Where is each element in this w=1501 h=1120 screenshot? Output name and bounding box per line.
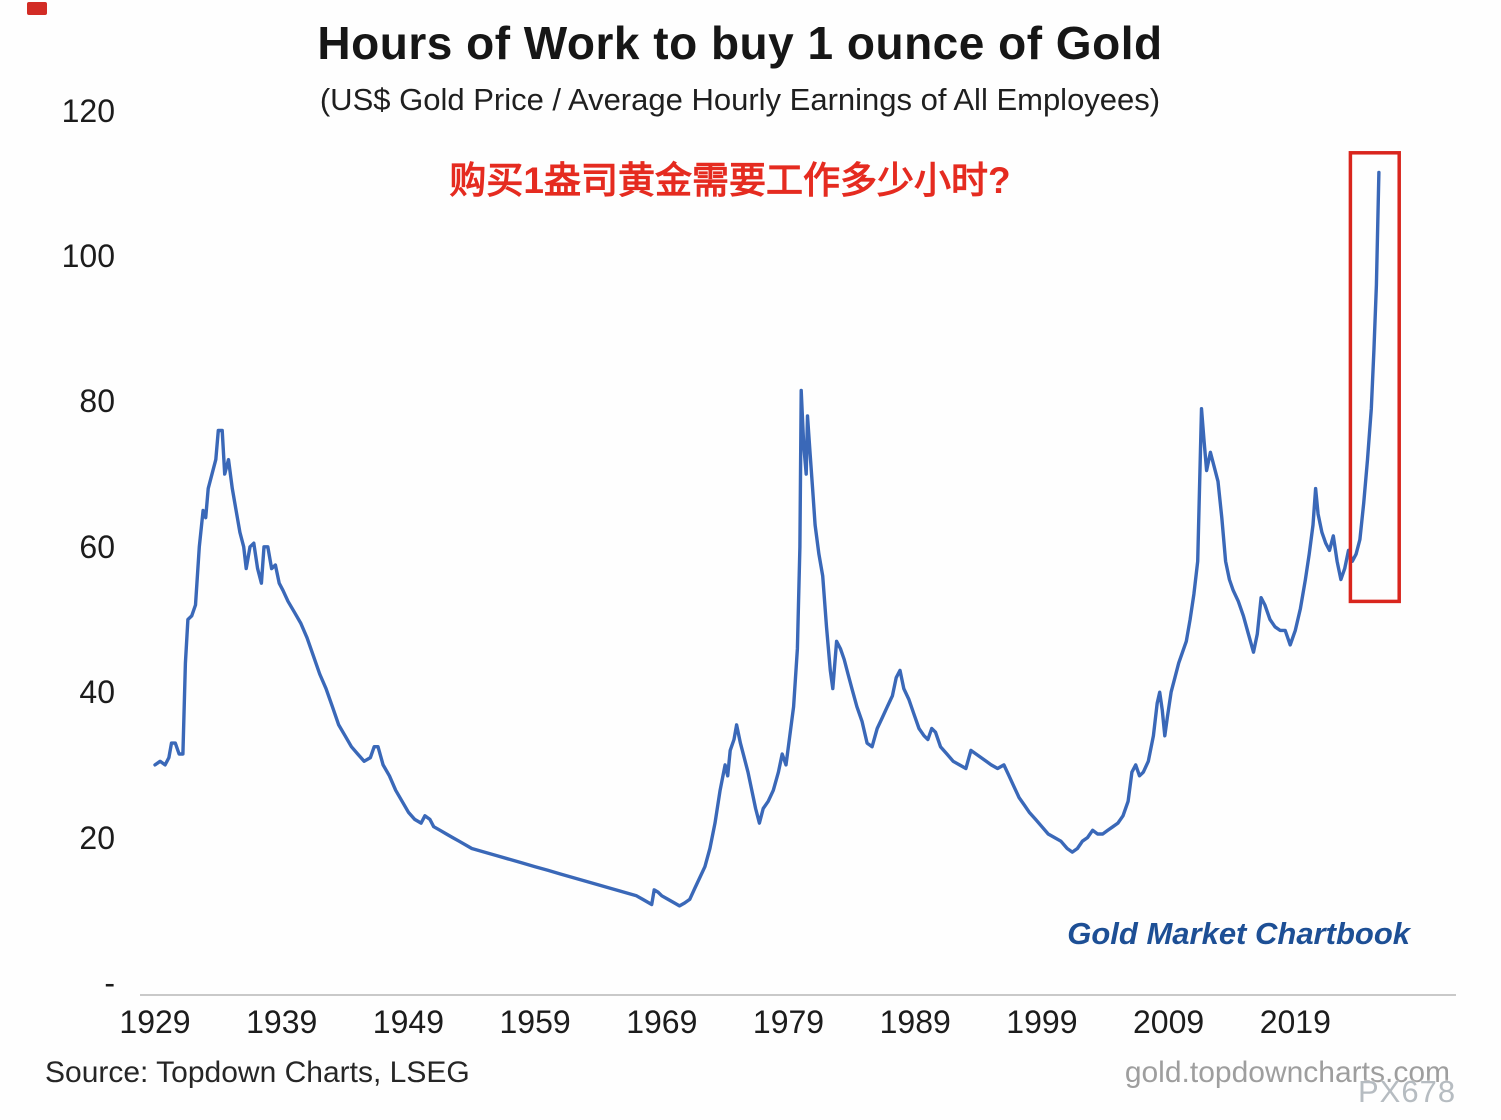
x-tick-label: 1989 — [879, 1004, 951, 1040]
chartbook-watermark: Gold Market Chartbook — [1067, 916, 1410, 951]
source-note: Source: Topdown Charts, LSEG — [45, 1056, 470, 1089]
corner-red-mark — [27, 2, 47, 15]
x-tick-label: 1929 — [119, 1004, 191, 1040]
x-tick-label: 1999 — [1006, 1004, 1078, 1040]
x-tick-label: 1979 — [752, 1004, 825, 1040]
hours-of-work-line — [153, 170, 1381, 908]
x-tick-label: 1949 — [372, 1004, 444, 1040]
y-tick-label: 60 — [79, 528, 115, 565]
px678-watermark: PX678 — [1358, 1074, 1457, 1109]
website-watermark: gold.topdowncharts.com — [1124, 1056, 1450, 1089]
y-tick-label: 40 — [79, 674, 115, 711]
x-tick-label: 1959 — [499, 1004, 571, 1040]
x-tick-label: 1969 — [626, 1004, 698, 1040]
y-tick-label: - — [104, 965, 115, 1001]
x-tick-label: 1939 — [246, 1004, 318, 1040]
y-tick-label: 80 — [79, 383, 115, 420]
highlight-box — [1348, 151, 1401, 604]
y-tick-label: 120 — [61, 92, 115, 129]
chart-title: Hours of Work to buy 1 ounce of Gold — [317, 17, 1163, 69]
x-tick-label: 2009 — [1133, 1004, 1205, 1040]
chinese-annotation: 购买1盎司黄金需要工作多少小时? — [449, 160, 1011, 201]
x-tick-label: 2019 — [1259, 1004, 1331, 1040]
y-tick-label: 20 — [79, 819, 115, 856]
chart-subtitle: (US$ Gold Price / Average Hourly Earning… — [319, 82, 1161, 117]
y-tick-label: 100 — [61, 238, 115, 274]
